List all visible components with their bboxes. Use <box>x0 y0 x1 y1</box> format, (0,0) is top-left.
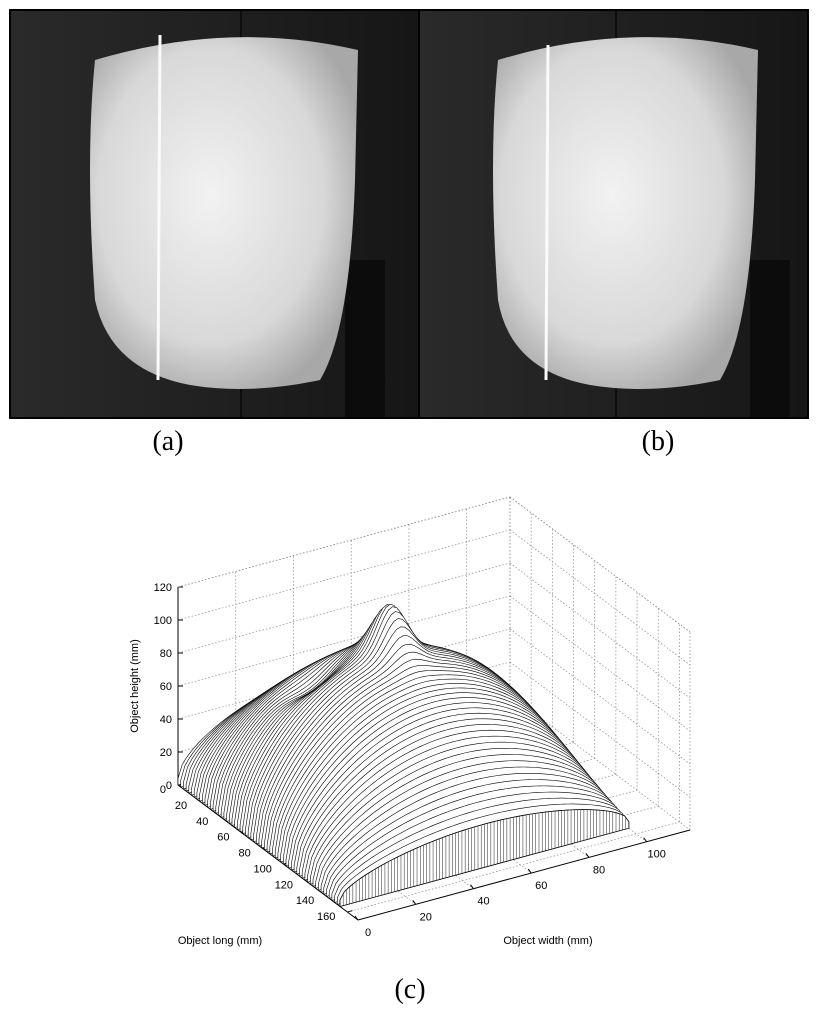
grid-line <box>178 563 510 653</box>
panel-label: (a) <box>152 426 183 457</box>
long-tick-label: 0 <box>160 784 166 796</box>
z-axis-label: Object height (mm) <box>129 639 141 733</box>
width-tick-label: 80 <box>593 864 605 876</box>
z-tick-label: 40 <box>160 714 172 726</box>
photo-a <box>10 10 418 418</box>
figure: (a) (b) (c) 0204060801001200204060801000… <box>0 0 817 1012</box>
width-tick-label: 40 <box>477 896 489 908</box>
grid-line <box>510 563 690 698</box>
long-tick-label: 40 <box>196 816 208 828</box>
long-axis-label: Object long (mm) <box>178 935 262 947</box>
width-tick-label: 0 <box>365 927 371 939</box>
photo-b <box>420 10 808 418</box>
long-tick-label: 100 <box>254 863 272 875</box>
panel-label: (c) <box>394 974 425 1005</box>
long-tick-label: 160 <box>317 911 335 923</box>
box-edge <box>510 497 690 632</box>
z-tick-label: 0 <box>166 780 172 792</box>
box-edge <box>178 497 510 587</box>
grid-line <box>510 530 690 665</box>
long-tick-label: 80 <box>238 848 250 860</box>
width-tick-label: 20 <box>420 911 432 923</box>
z-tick-label: 20 <box>160 747 172 759</box>
z-tick-label: 80 <box>160 648 172 660</box>
tick-mark <box>347 911 352 913</box>
long-tick-label: 60 <box>217 832 229 844</box>
grid-line <box>510 596 690 731</box>
panel-label: (b) <box>642 426 675 457</box>
z-tick-label: 100 <box>154 615 172 627</box>
width-axis-label: Object width (mm) <box>503 935 592 947</box>
grid-line <box>178 530 510 620</box>
page: {"figure": { "panels": [{"label": "(a)"}… <box>0 0 817 1012</box>
z-tick-label: 60 <box>160 681 172 693</box>
width-tick-label: 60 <box>535 880 547 892</box>
z-tick-label: 120 <box>154 582 172 594</box>
surface-plot: 0204060801001200204060801000204060801001… <box>129 497 690 947</box>
long-tick-label: 140 <box>296 895 314 907</box>
width-tick-label: 100 <box>648 849 666 861</box>
long-tick-label: 20 <box>175 800 187 812</box>
long-tick-label: 120 <box>275 879 293 891</box>
